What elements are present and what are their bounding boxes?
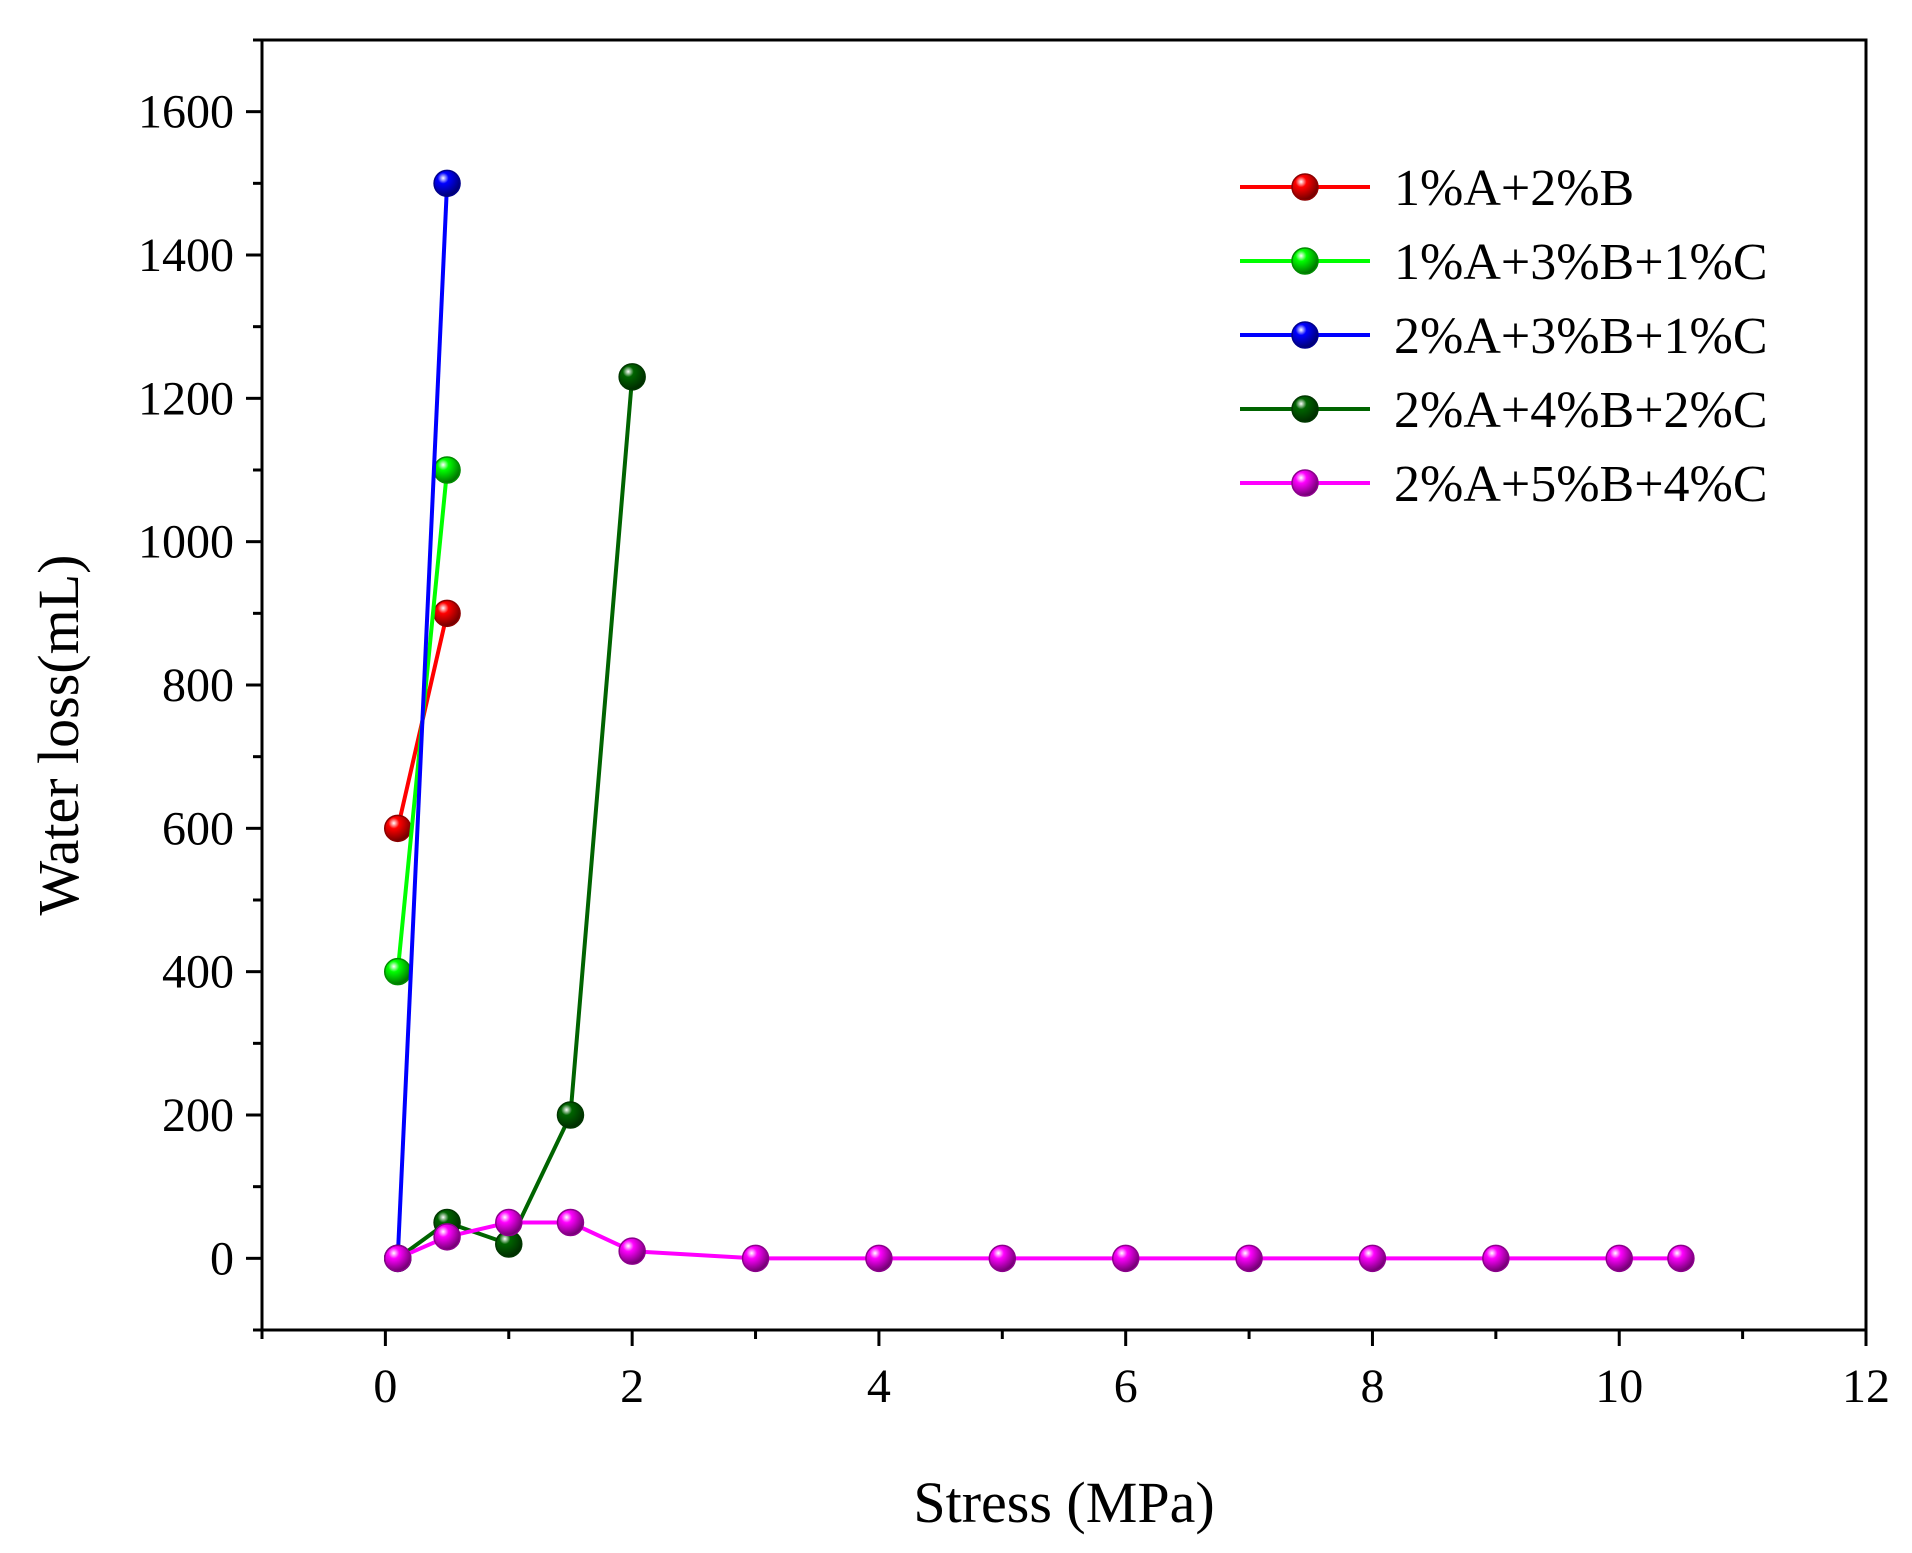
data-point xyxy=(1358,1244,1387,1273)
x-tick-label: 8 xyxy=(1360,1360,1384,1413)
data-point xyxy=(556,1101,585,1129)
legend-label: 1%A+3%B+1%C xyxy=(1394,234,1768,291)
x-tick-label: 2 xyxy=(620,1360,644,1413)
series-3 xyxy=(383,169,461,1273)
data-point xyxy=(433,456,461,484)
data-point xyxy=(618,363,646,391)
y-tick-label: 0 xyxy=(210,1232,234,1285)
series-4 xyxy=(383,363,646,1273)
y-tick-label: 1000 xyxy=(138,516,234,569)
y-tick-label: 600 xyxy=(162,802,234,855)
series-line xyxy=(395,183,450,1259)
legend: 1%A+2%B 1%A+3%B+1%C 2%A+3%B+1%C 2%A+4%B+2%C… xyxy=(1240,160,1768,513)
data-point xyxy=(495,1208,523,1237)
data-point xyxy=(1482,1244,1510,1273)
legend-label: 2%A+3%B+1%C xyxy=(1394,308,1768,365)
legend-label: 2%A+4%B+2%C xyxy=(1394,382,1768,439)
data-point xyxy=(988,1244,1017,1273)
legend-item: 1%A+2%B xyxy=(1240,160,1634,217)
legend-item: 2%A+3%B+1%C xyxy=(1240,308,1768,365)
data-point xyxy=(1235,1244,1263,1273)
legend-item: 1%A+3%B+1%C xyxy=(1240,234,1768,291)
data-point xyxy=(865,1244,893,1273)
legend-marker xyxy=(1291,321,1319,349)
data-point xyxy=(1605,1244,1633,1273)
y-tick-label: 1600 xyxy=(138,86,234,139)
data-point xyxy=(556,1208,585,1237)
data-point xyxy=(383,957,412,986)
y-axis: 0 200 400 600 800 1000 1200 1400 1600 xyxy=(138,38,262,1332)
series-layer xyxy=(383,169,1695,1273)
legend-item: 2%A+4%B+2%C xyxy=(1240,382,1768,439)
y-tick-label: 1400 xyxy=(138,229,234,282)
legend-marker xyxy=(1291,469,1319,497)
legend-item: 2%A+5%B+4%C xyxy=(1240,456,1768,513)
x-axis-title: Stress (MPa) xyxy=(913,1470,1214,1535)
y-tick-label: 800 xyxy=(162,659,234,712)
x-axis: 0 2 4 6 8 10 12 xyxy=(260,1330,1890,1413)
y-tick-label: 200 xyxy=(162,1089,234,1142)
data-point xyxy=(383,1244,412,1273)
x-tick-label: 12 xyxy=(1842,1360,1890,1413)
data-point xyxy=(383,814,412,843)
data-point xyxy=(433,169,461,198)
x-tick-label: 6 xyxy=(1114,1360,1138,1413)
data-point xyxy=(618,1237,646,1265)
legend-label: 2%A+5%B+4%C xyxy=(1394,456,1768,513)
x-tick-label: 10 xyxy=(1595,1360,1643,1413)
y-axis-title: Water loss(mL) xyxy=(26,555,91,916)
legend-label: 1%A+2%B xyxy=(1394,160,1634,217)
x-tick-label: 4 xyxy=(867,1360,891,1413)
y-tick-label: 400 xyxy=(162,946,234,999)
data-point xyxy=(1111,1244,1140,1273)
legend-marker xyxy=(1291,395,1319,423)
data-point xyxy=(433,599,461,628)
legend-marker xyxy=(1291,173,1319,201)
y-tick-label: 1200 xyxy=(138,372,234,425)
legend-marker xyxy=(1291,247,1319,275)
data-point xyxy=(741,1244,770,1273)
data-point xyxy=(1667,1244,1695,1273)
series-5 xyxy=(383,1208,1695,1273)
data-point xyxy=(433,1223,461,1251)
x-tick-label: 0 xyxy=(373,1360,397,1413)
